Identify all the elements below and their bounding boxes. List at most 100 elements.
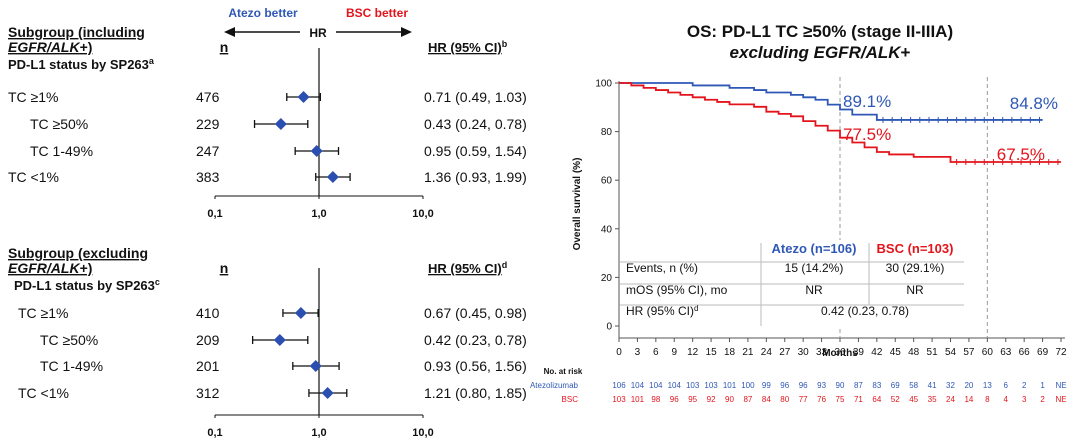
km-y-tick-label: 80 — [601, 127, 613, 138]
forest-hr-marker — [326, 171, 339, 183]
risk-value-bsc: 80 — [780, 395, 789, 404]
risk-value-bsc: 84 — [762, 395, 771, 404]
km-table-col-bsc: BSC (n=103) — [877, 241, 954, 256]
km-y-tick-label: 40 — [601, 224, 613, 235]
km-curve-atezo — [619, 82, 1043, 121]
risk-value-bsc: 103 — [612, 395, 626, 404]
forest-row-n: 247 — [196, 143, 220, 159]
risk-value-bsc: 24 — [946, 395, 955, 404]
km-summary-table: Atezo (n=106) BSC (n=103) Events, n (%) 15 … — [620, 240, 964, 328]
risk-value-bsc: 96 — [670, 395, 679, 404]
risk-label-atezo: Atezolizumab — [530, 381, 579, 390]
forest-row-ci: 0.43 (0.24, 0.78) — [424, 116, 527, 132]
forest-title-rest: +) — [80, 39, 93, 55]
km-annotation-bsc: 77.5% — [843, 125, 891, 144]
forest-row-label: TC 1-49% — [40, 358, 103, 374]
risk-value-bsc: 3 — [1022, 395, 1027, 404]
risk-value-bsc: 75 — [836, 395, 845, 404]
km-x-tick-label: 69 — [1037, 347, 1049, 358]
forest-row-n: 201 — [196, 358, 220, 374]
forest-axis-tick-label: 1,0 — [311, 427, 326, 439]
km-y-tick-label: 0 — [606, 322, 612, 333]
risk-value-bsc: 76 — [817, 395, 826, 404]
km-x-tick-label: 57 — [963, 347, 975, 358]
km-x-tick-label: 6 — [653, 347, 659, 358]
km-x-tick-label: 72 — [1055, 347, 1067, 358]
km-x-tick-label: 21 — [742, 347, 754, 358]
risk-value-atezo: 41 — [928, 381, 937, 390]
km-x-tick-label: 63 — [1000, 347, 1012, 358]
km-x-tick-label: 30 — [798, 347, 810, 358]
forest-hr-marker — [273, 334, 286, 346]
forest-row-ci: 1.36 (0.93, 1.99) — [424, 169, 527, 185]
risk-value-bsc: 90 — [725, 395, 734, 404]
risk-label-bsc: BSC — [562, 395, 579, 404]
forest-row-label: TC <1% — [8, 169, 59, 185]
forest-status-sup: a — [149, 56, 155, 66]
forest-row-n: 229 — [196, 116, 220, 132]
forest-row-label: TC 1-49% — [30, 143, 93, 159]
km-annotation-atezo: 89.1% — [843, 92, 891, 111]
forest-row-label: TC ≥50% — [30, 116, 88, 132]
risk-value-bsc: 14 — [964, 395, 973, 404]
km-x-tick-label: 54 — [945, 347, 957, 358]
km-title-line1: OS: PD-L1 TC ≥50% (stage II-IIIA) — [687, 22, 953, 41]
forest-hr-header-text: HR (95% CI) — [428, 40, 502, 55]
km-table-combined: 0.42 (0.23, 0.78) — [821, 304, 909, 318]
risk-value-atezo: 104 — [668, 381, 682, 390]
risk-value-bsc: 87 — [743, 395, 752, 404]
km-table-row-label-sup: d — [694, 304, 698, 313]
km-x-tick-label: 0 — [616, 347, 622, 358]
risk-value-atezo: 1 — [1040, 381, 1045, 390]
forest-row-ci: 0.67 (0.45, 0.98) — [424, 305, 527, 321]
forest-hr-marker — [310, 145, 323, 157]
forest-row-n: 476 — [196, 89, 220, 105]
km-x-tick-label: 24 — [761, 347, 773, 358]
km-table-atezo-value: 15 (14.2%) — [785, 261, 844, 275]
km-table-bsc-value: NR — [906, 283, 924, 297]
risk-value-bsc: 77 — [799, 395, 808, 404]
forest-hr-marker — [309, 360, 322, 372]
risk-value-atezo: 101 — [723, 381, 737, 390]
km-title-rest: + — [901, 43, 911, 62]
forest-row-ci: 0.71 (0.49, 1.03) — [424, 89, 527, 105]
km-table-atezo-value: NR — [805, 283, 823, 297]
forest-hr-header-text: HR (95% CI) — [428, 261, 502, 276]
forest-row-label: TC ≥1% — [18, 305, 68, 321]
forest-status-label: PD-L1 status by SP263c — [14, 277, 160, 293]
forest-title-rest: +) — [80, 260, 93, 276]
risk-value-bsc: 101 — [631, 395, 645, 404]
left-arrow-head — [224, 27, 235, 37]
forest-row-n: 209 — [196, 332, 220, 348]
forest-status-sup: c — [155, 277, 160, 287]
km-y-tick-label: 100 — [595, 79, 612, 90]
km-x-tick-label: 45 — [890, 347, 902, 358]
forest-axis-tick-label: 10,0 — [412, 208, 433, 220]
km-x-tick-label: 33 — [816, 347, 828, 358]
risk-value-atezo: 2 — [1022, 381, 1027, 390]
km-x-tick-label: 66 — [1019, 347, 1031, 358]
km-title-italic: excluding EGFR/ALK — [730, 43, 903, 62]
risk-value-atezo: 103 — [686, 381, 700, 390]
forest-hr-header-sup: b — [502, 39, 508, 49]
risk-value-atezo: 104 — [631, 381, 645, 390]
forest-row-label: TC ≥50% — [40, 332, 98, 348]
km-x-tick-label: 27 — [779, 347, 791, 358]
forest-row-n: 410 — [196, 305, 220, 321]
risk-value-bsc: 64 — [872, 395, 881, 404]
km-table-row-label: mOS (95% CI), mo — [626, 283, 728, 297]
forest-hr-marker — [321, 387, 334, 399]
km-x-tick-label: 42 — [871, 347, 883, 358]
risk-value-atezo: 96 — [780, 381, 789, 390]
km-y-label: Overall survival (%) — [572, 158, 583, 251]
km-table-row-label-text: mOS (95% CI), mo — [626, 283, 728, 297]
forest-row-ci: 1.21 (0.80, 1.85) — [424, 385, 527, 401]
km-x-tick-label: 60 — [982, 347, 994, 358]
km-table-row-label: HR (95% CI)d — [626, 304, 698, 318]
risk-value-atezo: 32 — [946, 381, 955, 390]
risk-value-atezo: 103 — [704, 381, 718, 390]
km-x-label: Months — [822, 348, 858, 359]
